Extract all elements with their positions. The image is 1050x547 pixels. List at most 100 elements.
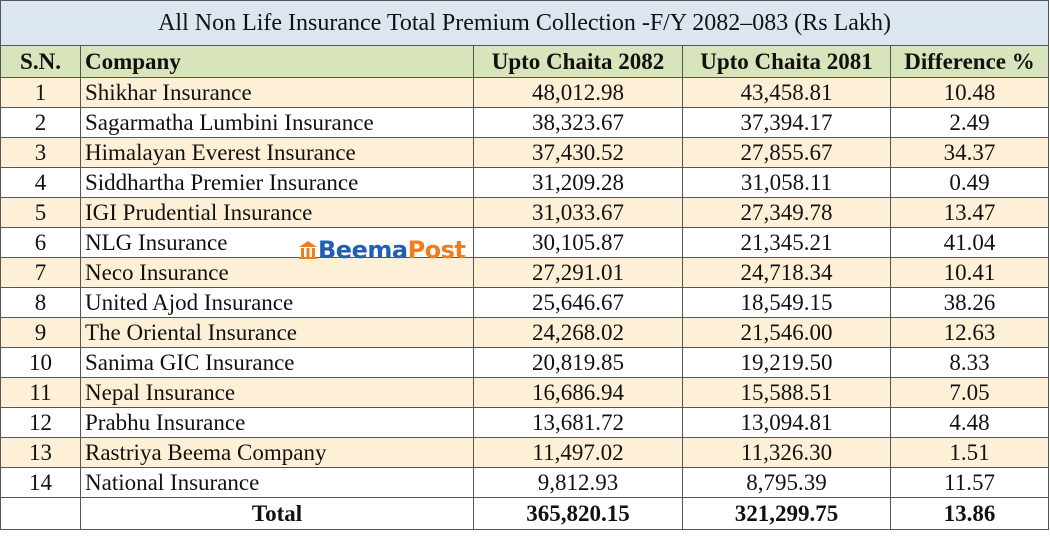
table-title: All Non Life Insurance Total Premium Col…	[0, 0, 1049, 46]
cell: 13,681.72	[473, 407, 683, 438]
table-row: 3 Himalayan Everest Insurance 37,430.52 27,…	[0, 137, 1049, 168]
cell: 11.57	[890, 467, 1049, 498]
cell: 13	[0, 437, 81, 468]
table-row: 8 United Ajod Insurance 25,646.67 18,549.15…	[0, 287, 1049, 318]
premium-table: All Non Life Insurance Total Premium Col…	[0, 0, 1049, 530]
cell: 2.49	[890, 107, 1049, 138]
table-row: 13 Rastriya Beema Company 11,497.02 11,326.…	[0, 437, 1049, 468]
table-row: 5 IGI Prudential Insurance 31,033.67 27,349…	[0, 197, 1049, 228]
cell: 10.48	[890, 77, 1049, 108]
cell: 20,819.85	[473, 347, 683, 378]
cell: 24,268.02	[473, 317, 683, 348]
cell: 24,718.34	[682, 257, 891, 288]
cell: 11	[0, 377, 81, 408]
company-cell: Sagarmatha Lumbini Insurance	[80, 107, 474, 138]
company-cell: Rastriya Beema Company	[80, 437, 474, 468]
cell: 31,058.11	[682, 167, 891, 198]
table-body: 1 Shikhar Insurance 48,012.98 43,458.81 10.4…	[0, 77, 1049, 530]
company-cell: Siddhartha Premier Insurance	[80, 167, 474, 198]
cell: 1.51	[890, 437, 1049, 468]
cell: 11,497.02	[473, 437, 683, 468]
company-cell: Shikhar Insurance	[80, 77, 474, 108]
cell: 8,795.39	[682, 467, 891, 498]
cell: 41.04	[890, 227, 1049, 258]
total-row: Total 365,820.15 321,299.75 13.86	[0, 497, 1049, 530]
cell: 18,549.15	[682, 287, 891, 318]
cell: 34.37	[890, 137, 1049, 168]
cell: 6	[0, 227, 81, 258]
cell: 8	[0, 287, 81, 318]
total-cell: 365,820.15	[473, 497, 683, 530]
column-header: S.N.	[0, 45, 81, 78]
cell: 10	[0, 347, 81, 378]
cell: 19,219.50	[682, 347, 891, 378]
cell: 0.49	[890, 167, 1049, 198]
cell: 4	[0, 167, 81, 198]
company-cell: Nepal Insurance	[80, 377, 474, 408]
company-cell: Prabhu Insurance	[80, 407, 474, 438]
column-header: Difference %	[890, 45, 1049, 78]
company-cell: Sanima GIC Insurance	[80, 347, 474, 378]
total-label: Total	[80, 497, 474, 530]
cell: 30,105.87	[473, 227, 683, 258]
cell: 15,588.51	[682, 377, 891, 408]
total-cell: 321,299.75	[682, 497, 891, 530]
cell: 21,345.21	[682, 227, 891, 258]
cell: 12	[0, 407, 81, 438]
table-row: 12 Prabhu Insurance 13,681.72 13,094.81 4.48	[0, 407, 1049, 438]
company-cell: National Insurance	[80, 467, 474, 498]
cell: 14	[0, 467, 81, 498]
empty-cell	[0, 497, 81, 530]
cell: 16,686.94	[473, 377, 683, 408]
table-row: 10 Sanima GIC Insurance 20,819.85 19,219.50…	[0, 347, 1049, 378]
cell: 7.05	[890, 377, 1049, 408]
cell: 9,812.93	[473, 467, 683, 498]
company-cell: The Oriental Insurance	[80, 317, 474, 348]
cell: 27,291.01	[473, 257, 683, 288]
watermark-text: Beema	[318, 236, 408, 264]
cell: 3	[0, 137, 81, 168]
cell: 7	[0, 257, 81, 288]
column-header: Upto Chaita 2081	[682, 45, 891, 78]
cell: 27,855.67	[682, 137, 891, 168]
cell: 13,094.81	[682, 407, 891, 438]
company-cell: Himalayan Everest Insurance	[80, 137, 474, 168]
table-row: 4 Siddhartha Premier Insurance 31,209.28 31…	[0, 167, 1049, 198]
table-row: 6 NLG Insurance 30,105.87 21,345.21 41.04	[0, 227, 1049, 258]
total-cell: 13.86	[890, 497, 1049, 530]
table-row: 1 Shikhar Insurance 48,012.98 43,458.81 10.4…	[0, 77, 1049, 108]
watermark-text: Post	[407, 236, 466, 264]
table-row: 11 Nepal Insurance 16,686.94 15,588.51 7.05	[0, 377, 1049, 408]
cell: 2	[0, 107, 81, 138]
cell: 8.33	[890, 347, 1049, 378]
company-cell: Neco Insurance	[80, 257, 474, 288]
cell: 31,033.67	[473, 197, 683, 228]
column-header: Upto Chaita 2082	[473, 45, 683, 78]
cell: 4.48	[890, 407, 1049, 438]
watermark: Beema Post	[298, 236, 466, 264]
cell: 31,209.28	[473, 167, 683, 198]
cell: 11,326.30	[682, 437, 891, 468]
cell: 48,012.98	[473, 77, 683, 108]
cell: 13.47	[890, 197, 1049, 228]
cell: 37,394.17	[682, 107, 891, 138]
company-cell: United Ajod Insurance	[80, 287, 474, 318]
table-row: 7 Neco Insurance 27,291.01 24,718.34 10.41	[0, 257, 1049, 288]
cell: 21,546.00	[682, 317, 891, 348]
cell: 12.63	[890, 317, 1049, 348]
company-cell: NLG Insurance	[80, 227, 474, 258]
cell: 37,430.52	[473, 137, 683, 168]
table-row: 14 National Insurance 9,812.93 8,795.39 11.5…	[0, 467, 1049, 498]
company-cell: IGI Prudential Insurance	[80, 197, 474, 228]
cell: 38.26	[890, 287, 1049, 318]
header-row: S.N. Company Upto Chaita 2082 Upto Chaita 2…	[0, 45, 1049, 78]
cell: 27,349.78	[682, 197, 891, 228]
table-row: 9 The Oriental Insurance 24,268.02 21,546.0…	[0, 317, 1049, 348]
table-row: 2 Sagarmatha Lumbini Insurance 38,323.67 37…	[0, 107, 1049, 138]
cell: 5	[0, 197, 81, 228]
column-header: Company	[80, 45, 474, 78]
watermark-icon	[299, 241, 317, 259]
cell: 1	[0, 77, 81, 108]
cell: 10.41	[890, 257, 1049, 288]
